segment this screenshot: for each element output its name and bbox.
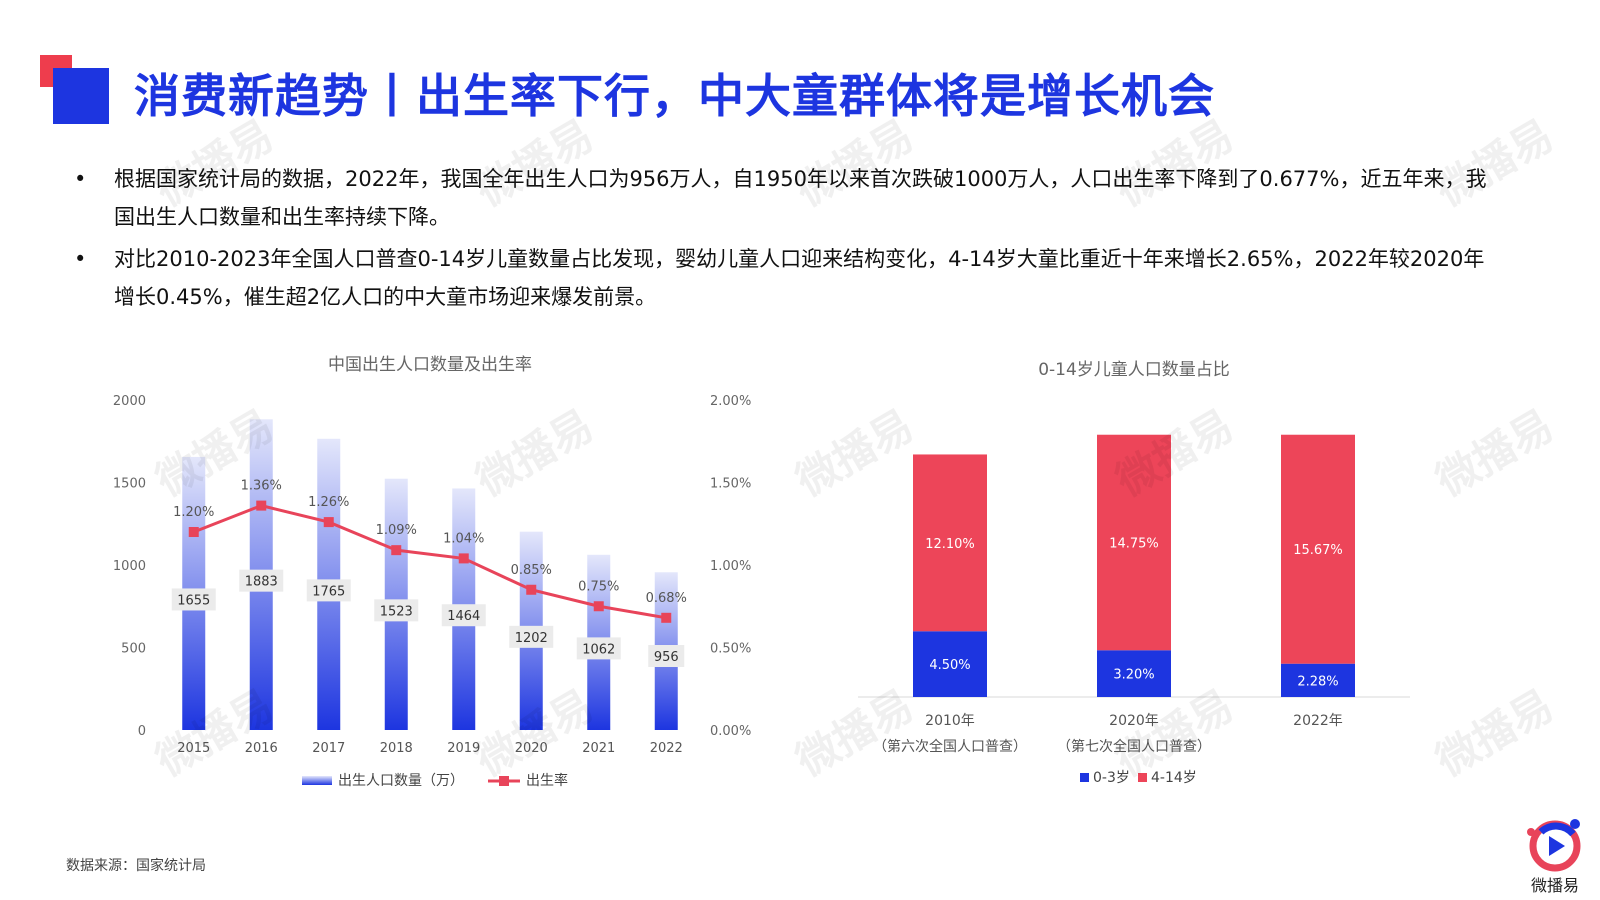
legend-swatch	[1080, 773, 1089, 782]
segment-data-label: 14.75%	[1109, 536, 1159, 551]
bullet-item: • 对比2010-2023年全国人口普查0-14岁儿童数量占比发现，婴幼儿童人口…	[74, 240, 1494, 316]
logo-text: 微播易	[1530, 876, 1579, 895]
bar-data-label: 956	[654, 650, 679, 665]
chart-title: 中国出生人口数量及出生率	[328, 355, 532, 375]
segment-data-label: 2.28%	[1297, 674, 1338, 689]
rate-point	[458, 553, 469, 564]
bar-label-bg	[648, 645, 685, 667]
bar-label-bg	[441, 604, 486, 627]
segment-data-label: 3.20%	[1113, 668, 1154, 683]
y-tick-label: 2000	[113, 394, 146, 409]
data-source-note: 数据来源：国家统计局	[66, 858, 206, 874]
rate-data-label: 0.75%	[578, 579, 619, 594]
legend-line-marker	[499, 776, 509, 786]
rate-data-label: 1.20%	[173, 505, 214, 520]
brand-logo: 微播易	[1515, 812, 1595, 895]
bar-label-bg	[509, 625, 554, 648]
bullet-text: 对比2010-2023年全国人口普查0-14岁儿童数量占比发现，婴幼儿童人口迎来…	[114, 247, 1485, 309]
x-tick-sublabel: （第六次全国人口普查）	[873, 738, 1027, 755]
rate-point	[323, 517, 334, 528]
x-tick-label: 2010年	[925, 713, 975, 729]
legend-swatch	[1138, 773, 1147, 782]
legend-bar-label: 出生人口数量（万）	[338, 773, 464, 789]
rate-data-label: 0.85%	[511, 563, 552, 578]
y2-tick-label: 0.50%	[710, 642, 751, 657]
play-logo-icon	[1527, 819, 1581, 872]
bar-segment-0-3	[1097, 650, 1171, 697]
bar-data-label: 1765	[312, 584, 345, 599]
chart-title: 0-14岁儿童人口数量占比	[1038, 360, 1230, 380]
x-tick-label: 2020	[515, 741, 548, 756]
rate-data-label: 0.68%	[646, 591, 687, 606]
bar-label-bg	[576, 637, 621, 660]
bar-segment-4-14	[1281, 434, 1355, 664]
y2-tick-label: 1.00%	[710, 559, 751, 574]
x-tick-label: 2022	[650, 741, 683, 756]
rate-data-label: 1.09%	[376, 523, 417, 538]
rate-point	[188, 527, 199, 537]
bar-data-label: 1883	[245, 575, 278, 590]
legend-label: 0-3岁	[1093, 770, 1130, 786]
children-share-chart: 0-14岁儿童人口数量占比 4.50% 12.10% 2010年 （第六次全国人口普查）…	[840, 345, 1500, 815]
bar-label-bg	[374, 599, 419, 622]
title-accent-blue	[53, 68, 109, 124]
y-tick-label: 0	[138, 724, 146, 739]
y2-tick-label: 0.00%	[710, 724, 751, 739]
bar-data-label: 1523	[380, 604, 413, 619]
rate-data-label: 1.04%	[443, 531, 484, 546]
y2-tick-label: 2.00%	[710, 394, 751, 409]
children-share-chart-svg: 0-14岁儿童人口数量占比 4.50% 12.10% 2010年 （第六次全国人口普查）…	[858, 360, 1410, 786]
segment-data-label: 4.50%	[929, 658, 970, 673]
bullet-list: • 根据国家统计局的数据，2022年，我国全年出生人口为956万人，自1950年…	[74, 160, 1494, 320]
birth-chart-svg: 中国出生人口数量及出生率 0 500 1000 1500 2000 0.00% 0.50% 1.…	[113, 355, 751, 789]
x-tick-label: 2018	[380, 741, 413, 756]
bar-data-label: 1464	[447, 609, 480, 624]
bullet-text: 根据国家统计局的数据，2022年，我国全年出生人口为956万人，自1950年以来…	[114, 167, 1487, 229]
page-title: 消费新趋势丨出生率下行，中大童群体将是增长机会	[134, 69, 1215, 123]
rate-point	[256, 500, 267, 511]
x-tick-label: 2019	[447, 741, 480, 756]
legend-bar-swatch	[302, 776, 332, 785]
legend-line-label: 出生率	[526, 772, 568, 789]
x-tick-label: 2020年	[1109, 713, 1159, 729]
y2-tick-label: 1.50%	[710, 477, 751, 492]
bar-segment-0-3	[1281, 663, 1355, 697]
y-tick-label: 1500	[113, 477, 146, 492]
birth-chart: 中国出生人口数量及出生率 0 500 1000 1500 2000 0.00% 0.50% 1.…	[60, 345, 800, 815]
x-tick-sublabel: （第七次全国人口普查）	[1057, 738, 1211, 755]
legend-label: 4-14岁	[1151, 770, 1197, 786]
bar-label-bg	[171, 588, 216, 611]
x-tick-label: 2022年	[1293, 713, 1343, 729]
bar-segment-4-14	[1097, 434, 1171, 651]
bar-data-label: 1062	[582, 642, 615, 657]
bullet-marker: •	[74, 167, 87, 191]
y-tick-label: 1000	[113, 559, 146, 574]
rate-data-label: 1.36%	[241, 479, 282, 494]
rate-point	[391, 545, 402, 556]
rate-line	[193, 504, 667, 620]
bar-data-label: 1655	[177, 593, 210, 608]
rate-point	[593, 601, 604, 612]
rate-point	[661, 612, 672, 623]
bullet-marker: •	[74, 247, 87, 271]
rate-point	[526, 584, 537, 595]
bar-segment-0-3	[913, 631, 987, 697]
bar-label-bg	[306, 579, 351, 602]
x-tick-label: 2021	[582, 741, 615, 756]
bar-segment-4-14	[913, 454, 987, 632]
x-tick-label: 2017	[312, 741, 345, 756]
segment-data-label: 15.67%	[1293, 543, 1343, 558]
bar-data-label: 1202	[515, 631, 548, 646]
x-tick-label: 2016	[245, 741, 278, 756]
y-tick-label: 500	[121, 642, 146, 657]
bar-label-bg	[239, 569, 284, 592]
segment-data-label: 12.10%	[925, 537, 975, 552]
bullet-item: • 根据国家统计局的数据，2022年，我国全年出生人口为956万人，自1950年…	[74, 160, 1494, 236]
rate-data-label: 1.26%	[308, 495, 349, 510]
x-tick-label: 2015	[177, 741, 210, 756]
